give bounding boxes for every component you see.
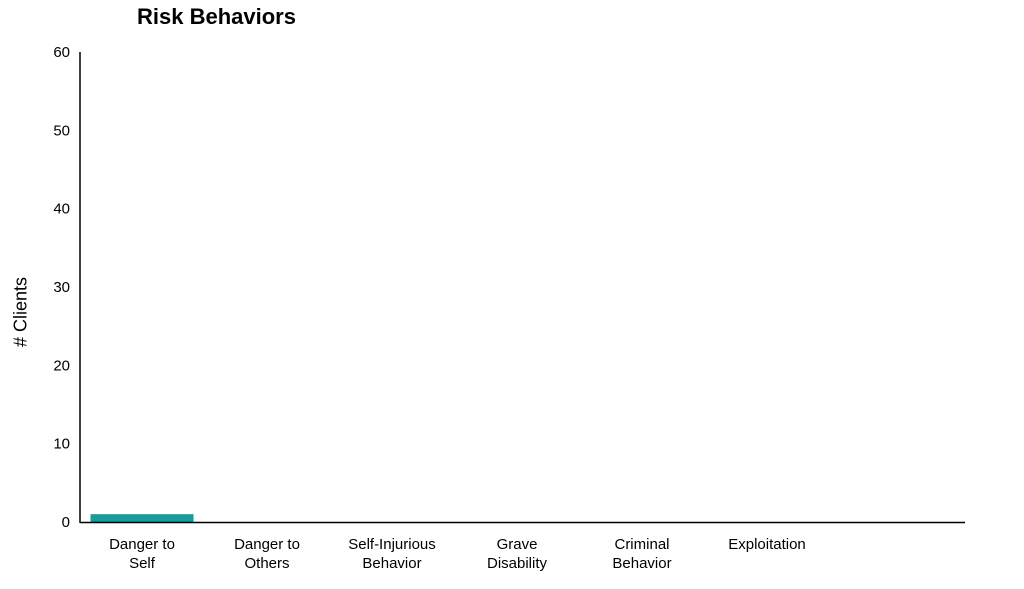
y-tick-label: 10 (53, 436, 70, 453)
chart-title: Risk Behaviors (137, 4, 296, 29)
y-tick-label: 30 (53, 279, 70, 296)
y-tick-label: 0 (62, 514, 70, 531)
y-tick-label: 20 (53, 357, 70, 374)
y-tick-label: 60 (53, 44, 70, 61)
x-category-label: Exploitation (728, 536, 806, 553)
x-category-label: Grave Disability (487, 536, 548, 572)
bars-group (90, 514, 194, 522)
x-category-label: Danger to Self (109, 536, 175, 572)
x-labels-group: Danger to Self Danger to Others Self-Injurio… (109, 536, 806, 572)
x-category-label: Criminal Behavior (612, 536, 671, 572)
y-tick-label: 50 (53, 122, 70, 139)
y-ticks-group: 0 10 20 30 40 50 60 (53, 44, 70, 531)
x-category-label: Danger to Others (234, 536, 300, 572)
x-category-label: Self-Injurious Behavior (348, 536, 436, 572)
y-tick-label: 40 (53, 201, 70, 218)
bar (90, 514, 194, 522)
